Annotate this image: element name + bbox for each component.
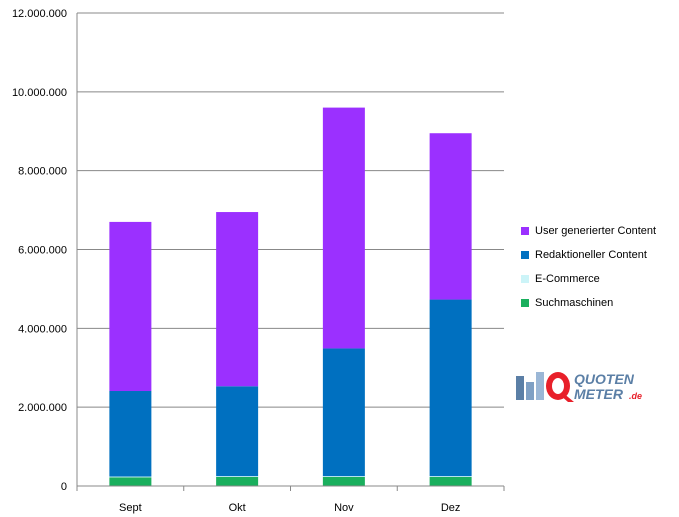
y-tick-label: 12.000.000	[12, 8, 67, 20]
legend-item-user-content: User generierter Content	[521, 219, 677, 243]
bar-segment	[429, 133, 472, 300]
legend-label: Redaktioneller Content	[535, 249, 647, 261]
bars	[109, 107, 472, 486]
y-tick-labels: 0 2.000.000 4.000.000 6.000.000 8.000.000 10.…	[12, 8, 67, 493]
legend-swatch	[521, 275, 529, 283]
quotenmeter-logo: QUOTEN METER .de	[516, 371, 642, 402]
legend-item-ecommerce: E-Commerce	[521, 267, 677, 291]
bar-segment	[216, 476, 259, 486]
svg-text:QUOTEN: QUOTEN	[574, 371, 635, 387]
y-tick-label: 2.000.000	[18, 402, 67, 414]
y-tick-label: 8.000.000	[18, 166, 67, 178]
bar-segment	[109, 221, 152, 392]
x-tick-label: Sept	[119, 502, 142, 514]
legend-item-editorial-content: Redaktioneller Content	[521, 243, 677, 267]
bar-segment	[322, 476, 365, 486]
x-tick-label: Nov	[334, 502, 354, 514]
bar-segment	[429, 476, 472, 477]
x-tick-label: Dez	[441, 502, 461, 514]
bar-segment	[322, 348, 365, 477]
legend-label: Suchmaschinen	[535, 297, 614, 309]
legend-swatch	[521, 251, 529, 259]
y-tick-label: 10.000.000	[12, 87, 67, 99]
bar-segment	[109, 477, 152, 486]
bar-segment	[109, 391, 152, 477]
legend-label: User generierter Content	[535, 225, 657, 237]
bar-segment	[429, 476, 472, 486]
svg-text:METER: METER	[574, 386, 624, 402]
bar-segment	[216, 476, 259, 477]
axes	[76, 13, 505, 491]
legend-item-search-engines: Suchmaschinen	[521, 291, 677, 315]
bar-segment	[322, 107, 365, 349]
y-tick-label: 0	[61, 481, 67, 493]
legend: User generierter Content Redaktioneller …	[521, 219, 677, 315]
legend-swatch	[521, 227, 529, 235]
legend-label: E-Commerce	[535, 273, 600, 285]
svg-text:.de: .de	[629, 391, 642, 401]
bar-segment	[429, 299, 472, 477]
x-tick-label: Okt	[229, 502, 246, 514]
y-tick-label: 6.000.000	[18, 245, 67, 257]
y-tick-label: 4.000.000	[18, 323, 67, 335]
bar-segment	[322, 476, 365, 477]
legend-swatch	[521, 299, 529, 307]
bar-segment	[109, 476, 152, 478]
bar-segment	[216, 386, 259, 477]
bar-segment	[216, 212, 259, 387]
x-tick-labels: Sept Okt Nov Dez	[119, 502, 460, 514]
